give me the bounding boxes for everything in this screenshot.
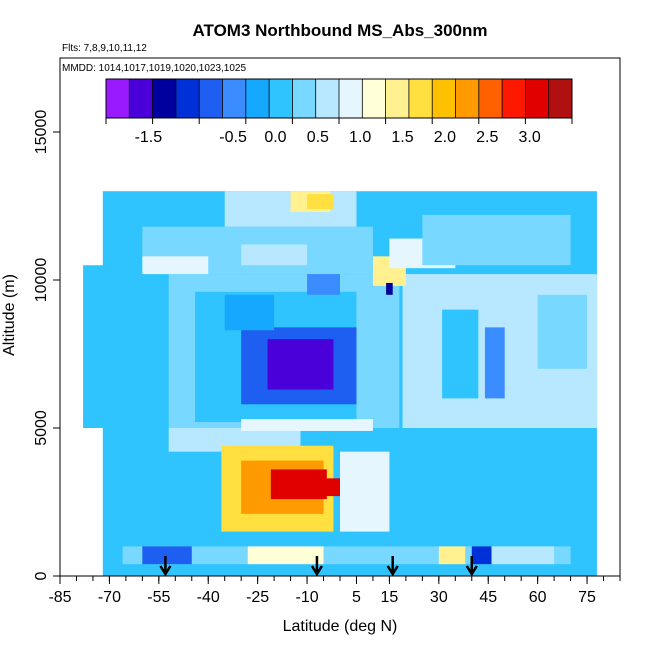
- arrow-head: [159, 565, 172, 577]
- heatmap-cell: [471, 546, 492, 565]
- y-tick-label: 15000: [33, 110, 50, 155]
- colorbar-tick-label: 0.0: [264, 129, 286, 146]
- colorbar-swatch: [548, 79, 573, 118]
- heatmap-cell: [491, 546, 555, 565]
- x-tick-label: -70: [98, 589, 121, 606]
- plot-area: [83, 191, 597, 576]
- heatmap-cell: [247, 546, 324, 565]
- colorbar-swatch: [315, 79, 340, 118]
- y-axis: 0 5000 10000 15000: [33, 110, 60, 580]
- y-tick-label: 10000: [33, 258, 50, 303]
- colorbar-tick-label: 3.0: [519, 129, 541, 146]
- colorbar-swatch: [339, 79, 363, 118]
- heatmap-cell: [422, 214, 571, 266]
- heatmap-cell: [386, 282, 393, 295]
- x-tick-label: 30: [430, 589, 448, 606]
- colorbar-swatch: [455, 79, 480, 118]
- arrow-head: [310, 565, 324, 577]
- heatmap-cell: [537, 294, 588, 369]
- colorbar-tick-label: 2.0: [434, 129, 456, 146]
- dates-line: MMDD: 1014,1017,1019,1020,1023,1025: [62, 63, 246, 74]
- colorbar-swatch: [362, 79, 387, 118]
- colorbar-swatch: [478, 79, 503, 118]
- colorbar-tick-label: 1.0: [349, 129, 371, 146]
- colorbar-swatch: [525, 79, 550, 118]
- arrows: [159, 556, 478, 577]
- colorbar-swatch: [432, 79, 456, 118]
- x-tick-label: 5: [352, 589, 361, 606]
- heatmap-cell: [224, 294, 275, 331]
- heatmap-cell: [142, 256, 209, 275]
- x-tick-label: -85: [48, 589, 71, 606]
- colorbar-tick-label: 2.5: [476, 129, 498, 146]
- x-tick-label: 60: [529, 589, 547, 606]
- colorbar-swatch: [408, 79, 433, 118]
- x-axis-label: Latitude (deg N): [283, 618, 398, 635]
- heatmap-cell: [442, 309, 479, 399]
- x-tick-label: 45: [479, 589, 497, 606]
- colorbar-tick-label: 1.5: [391, 129, 413, 146]
- y-tick-label: 0: [33, 571, 50, 580]
- colorbar-swatch: [502, 79, 526, 118]
- heatmap-cell: [267, 339, 334, 390]
- colorbar-swatch: [175, 79, 200, 118]
- colorbar-swatch: [152, 79, 177, 118]
- colorbar-swatch: [222, 79, 247, 118]
- heatmap-cell: [340, 451, 390, 532]
- colorbar-tick-label: -0.5: [219, 129, 247, 146]
- x-tick-label: 15: [381, 589, 399, 606]
- flights-line: Flts: 7,8,9,10,11,12: [62, 43, 147, 54]
- colorbar-tick-label: 0.5: [307, 129, 329, 146]
- colorbar-swatch: [292, 79, 317, 118]
- x-tick-label: -25: [246, 589, 269, 606]
- x-tick-label: -10: [295, 589, 318, 606]
- x-tick-label: 75: [578, 589, 596, 606]
- heatmap-cell: [307, 194, 334, 209]
- colorbar-tick-label: -1.5: [135, 129, 163, 146]
- heatmap-cell: [241, 419, 373, 431]
- arrow-head: [465, 565, 478, 577]
- y-axis-label: Altitude (m): [1, 274, 18, 356]
- colorbar-swatch: [199, 79, 223, 118]
- colorbar-swatch: [269, 79, 293, 118]
- x-axis: -85 -70 -55 -40 -25 -10 5 15 30 45 60 75: [48, 576, 621, 606]
- colorbar: -1.5 -0.5 0.0 0.5 1.0 1.5 2.0 2.5 3.0: [105, 78, 573, 146]
- y-tick-label: 5000: [33, 410, 50, 446]
- heatmap-cell: [142, 546, 192, 565]
- heatmap-cell: [241, 244, 308, 266]
- colorbar-swatch: [245, 79, 270, 118]
- colorbar-swatch: [385, 79, 410, 118]
- heatmap-cell: [484, 327, 505, 399]
- x-tick-label: -55: [147, 589, 170, 606]
- heatmap-cell: [438, 546, 466, 565]
- x-tick-label: -40: [197, 589, 220, 606]
- arrow-head: [386, 565, 399, 577]
- heatmap-cell: [287, 478, 340, 497]
- chart-title: ATOM3 Northbound MS_Abs_300nm: [192, 21, 487, 40]
- colorbar-swatch: [106, 79, 130, 118]
- colorbar-swatch: [129, 79, 154, 118]
- heatmap-cell: [83, 265, 110, 428]
